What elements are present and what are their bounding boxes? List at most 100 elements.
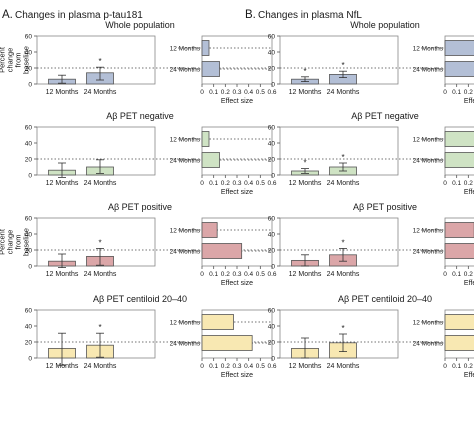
y-tick-label: 24 Months [170,341,201,348]
y-axis-label: Percent change from baseline [0,228,31,256]
x-tick-label: 0.1 [452,89,461,96]
y-tick-label: 24 Months [170,67,201,74]
x-tick-label: 0 [443,180,447,187]
x-tick-label: 0.1 [452,180,461,187]
row-title: Aβ PET centiloid 20–40 [338,294,432,304]
x-tick-label: 0.4 [244,89,253,96]
y-tick-label: 60 [268,216,276,223]
bar [201,243,243,259]
x-axis-label: Effect size [221,372,253,379]
x-tick-label: 0.2 [221,271,230,278]
y-tick-label: 12 Months [413,228,444,235]
x-tick-label: 0.1 [209,180,218,187]
bar [201,335,253,351]
x-tick-label: 0.1 [452,363,461,370]
x-tick-label: 24 Months [327,89,360,96]
y-tick-label: 0 [28,82,32,89]
plots: 0 20 40 60 12 Months * 24 Months Percent change f… [0,20,474,379]
y-tick-label: 20 [268,66,276,73]
x-tick-label: 24 Months [84,271,117,278]
x-tick-label: 0.5 [256,363,265,370]
chart-a-3-effect-size: 12 Months 24 Months 0 0.1 0.2 0.3 0.4 0.5 0.6 Eff… [170,309,277,379]
x-tick-label: 0.3 [232,89,241,96]
y-tick-label: 60 [25,308,33,315]
x-tick-label: 0.2 [464,363,473,370]
x-tick-label: 12 Months [289,363,322,370]
x-tick-label: 0.1 [209,363,218,370]
chart-a-3-percent-change: 0 20 40 60 12 Months * 24 Months Aβ PET centilo… [25,294,272,370]
y-axis-label-line: baseline [22,228,31,256]
row-title: Aβ PET centiloid 20–40 [93,294,187,304]
chart-a-1-percent-change: 0 20 40 60 12 Months 24 Months Aβ PET negative [25,111,272,187]
bar [444,314,474,330]
x-tick-label: 0.3 [232,363,241,370]
x-tick-label: 0 [200,180,204,187]
y-tick-label: 20 [268,157,276,164]
y-tick-label: 60 [25,125,33,132]
plot-frame [444,217,474,267]
y-tick-label: 20 [25,157,33,164]
y-axis-label-line: Percent [0,228,7,255]
x-tick-label: 24 Months [84,180,117,187]
x-tick-label: 0.3 [232,271,241,278]
x-tick-label: 12 Months [46,271,79,278]
x-tick-label: 0.5 [256,180,265,187]
x-tick-label: 0.2 [464,180,473,187]
panel-b-letter: B. [245,9,256,21]
y-tick-label: 40 [268,50,276,57]
x-tick-label: 0 [200,271,204,278]
significance-star: * [341,238,344,247]
y-axis-label-line: baseline [22,46,31,74]
bar [201,222,218,238]
y-tick-label: 60 [25,34,33,41]
x-tick-label: 0 [200,363,204,370]
significance-star: * [303,67,306,76]
y-tick-label: 40 [25,232,33,239]
x-tick-label: 0.2 [464,89,473,96]
significance-star: * [341,153,344,162]
x-tick-label: 0.5 [256,271,265,278]
x-tick-label: 0.6 [267,89,276,96]
y-tick-label: 60 [268,308,276,315]
chart-a-2-percent-change: 0 20 40 60 12 Months * 24 Months Percent change f… [0,202,272,278]
bar [201,314,234,330]
x-axis-label: Effect size [464,189,474,196]
y-tick-label: 20 [25,66,33,73]
y-tick-label: 24 Months [413,158,444,165]
bar [201,61,220,77]
x-axis-label: Effect size [464,280,474,287]
y-tick-label: 40 [25,324,33,331]
y-tick-label: 40 [25,141,33,148]
chart-b-2-percent-change: 0 20 40 60 12 Months * 24 Months Aβ PET positiv… [268,202,474,278]
row-title: Aβ PET positive [108,202,172,212]
y-tick-label: 24 Months [170,158,201,165]
x-axis-label: Effect size [221,98,253,105]
x-tick-label: 24 Months [327,363,360,370]
x-tick-label: 0.2 [221,180,230,187]
row-title: Aβ PET negative [351,111,419,121]
y-tick-label: 40 [268,232,276,239]
chart-b-0-percent-change: 0 20 40 60 * 12 Months * 24 Months Whole populat… [268,20,474,96]
x-axis-label: Effect size [221,280,253,287]
x-axis-label: Effect size [221,189,253,196]
y-tick-label: 40 [25,50,33,57]
chart-b-3-percent-change: 0 20 40 60 12 Months * 24 Months Aβ PET centilo… [268,294,474,370]
x-tick-label: 12 Months [46,180,79,187]
y-tick-label: 0 [271,356,275,363]
x-tick-label: 0.2 [464,271,473,278]
y-tick-label: 12 Months [170,46,201,53]
x-tick-label: 12 Months [289,180,322,187]
y-tick-label: 12 Months [413,320,444,327]
y-tick-label: 12 Months [170,320,201,327]
y-tick-label: 0 [28,264,32,271]
x-tick-label: 12 Months [289,89,322,96]
y-axis-label-line: change [6,230,15,255]
panel-a-title: Changes in plasma p-tau181 [15,10,143,21]
plot-frame [444,126,474,176]
y-tick-label: 20 [268,248,276,255]
significance-star: * [341,324,344,333]
